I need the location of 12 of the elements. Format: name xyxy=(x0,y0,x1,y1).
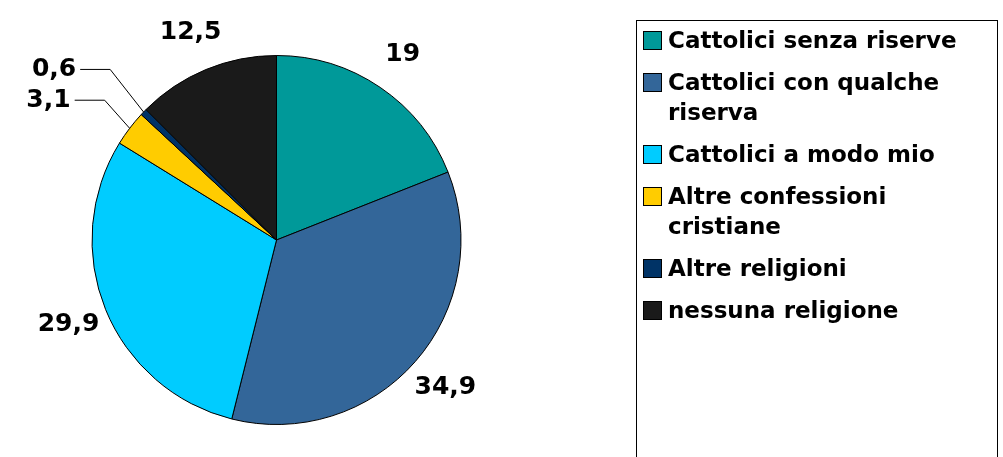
data-label: 12,5 xyxy=(159,16,222,46)
legend-label: nessuna religione xyxy=(668,296,899,325)
legend-label: Cattolici a modo mio xyxy=(668,140,935,169)
data-label: 34,9 xyxy=(414,371,477,401)
legend-label: Altre religioni xyxy=(668,254,847,283)
data-label: 3,1 xyxy=(26,83,71,113)
legend-label: Cattolici con qualche riserva xyxy=(668,68,941,127)
data-label: 29,9 xyxy=(37,308,100,338)
data-label: 0,6 xyxy=(31,52,77,82)
legend-label: Cattolici senza riserve xyxy=(668,26,957,55)
data-label: 19 xyxy=(385,37,421,67)
legend-label: Altre confessioni cristiane xyxy=(668,182,888,241)
